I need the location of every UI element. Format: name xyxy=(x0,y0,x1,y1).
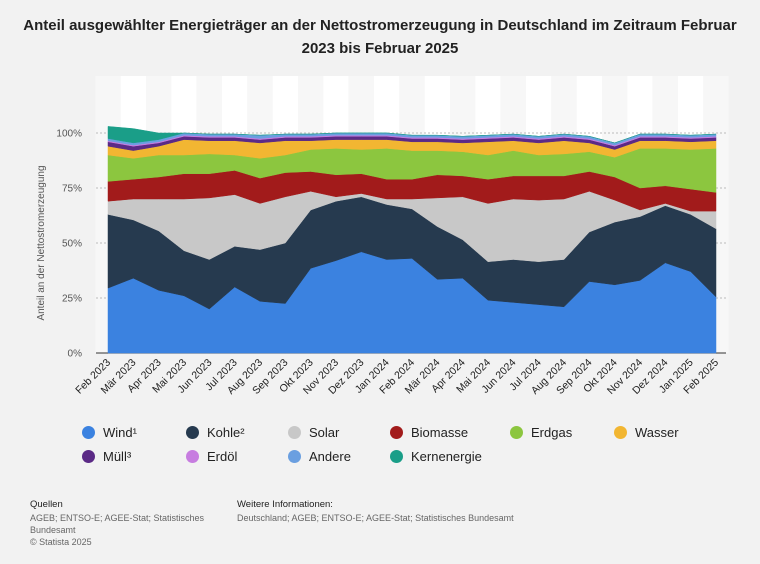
legend-dot-icon xyxy=(82,450,95,463)
legend-item[interactable]: Solar xyxy=(288,425,339,440)
legend-dot-icon xyxy=(288,450,301,463)
legend-label: Solar xyxy=(309,425,340,440)
legend-dot-icon xyxy=(510,426,523,439)
y-tick-label: 25% xyxy=(62,294,82,305)
copyright: © Statista 2025 xyxy=(30,537,92,547)
legend-dot-icon xyxy=(186,450,199,463)
legend-item[interactable]: Erdgas xyxy=(510,425,572,440)
info-text: Deutschland; AGEB; ENTSO-E; AGEE-Stat; S… xyxy=(237,513,514,523)
legend-dot-icon xyxy=(614,426,627,439)
info-block: Weitere Informationen: Deutschland; AGEB… xyxy=(237,499,657,524)
legend-label: Kernenergie xyxy=(411,449,482,464)
y-tick-label: 50% xyxy=(62,239,82,250)
legend-label: Kohle² xyxy=(207,425,245,440)
sources-text: Bundesamt xyxy=(30,525,76,535)
legend-item[interactable]: Müll³ xyxy=(82,449,131,464)
sources-block: Quellen AGEB; ENTSO-E; AGEE-Stat; Statis… xyxy=(30,499,230,548)
legend-dot-icon xyxy=(82,426,95,439)
legend-dot-icon xyxy=(390,426,403,439)
info-heading: Weitere Informationen: xyxy=(237,499,333,510)
legend-item[interactable]: Biomasse xyxy=(390,425,468,440)
sources-heading: Quellen xyxy=(30,499,63,510)
legend-dot-icon xyxy=(186,426,199,439)
legend-label: Wind¹ xyxy=(103,425,137,440)
y-tick-label: 75% xyxy=(62,184,82,195)
legend-item[interactable]: Wind¹ xyxy=(82,425,137,440)
legend-label: Andere xyxy=(309,449,351,464)
legend-item[interactable]: Kohle² xyxy=(186,425,245,440)
y-tick-label: 100% xyxy=(56,129,82,140)
legend-label: Biomasse xyxy=(411,425,469,440)
legend-item[interactable]: Kernenergie xyxy=(390,449,482,464)
legend-item[interactable]: Erdöl xyxy=(186,449,237,464)
legend-dot-icon xyxy=(390,450,403,463)
legend-item[interactable]: Wasser xyxy=(614,425,679,440)
legend-label: Müll³ xyxy=(103,449,132,464)
y-axis-label: Anteil an der Nettostromerzeugung xyxy=(36,165,47,320)
legend-label: Erdöl xyxy=(207,449,238,464)
y-tick-label: 0% xyxy=(68,349,83,360)
sources-text: AGEB; ENTSO-E; AGEE-Stat; Statistisches xyxy=(30,513,205,523)
legend-label: Erdgas xyxy=(531,425,573,440)
legend-item[interactable]: Andere xyxy=(288,449,351,464)
area-kernenergie[interactable] xyxy=(107,126,717,144)
legend-dot-icon xyxy=(288,426,301,439)
chart-title: Anteil ausgewählter Energieträger an der… xyxy=(23,17,737,57)
legend-label: Wasser xyxy=(635,425,679,440)
